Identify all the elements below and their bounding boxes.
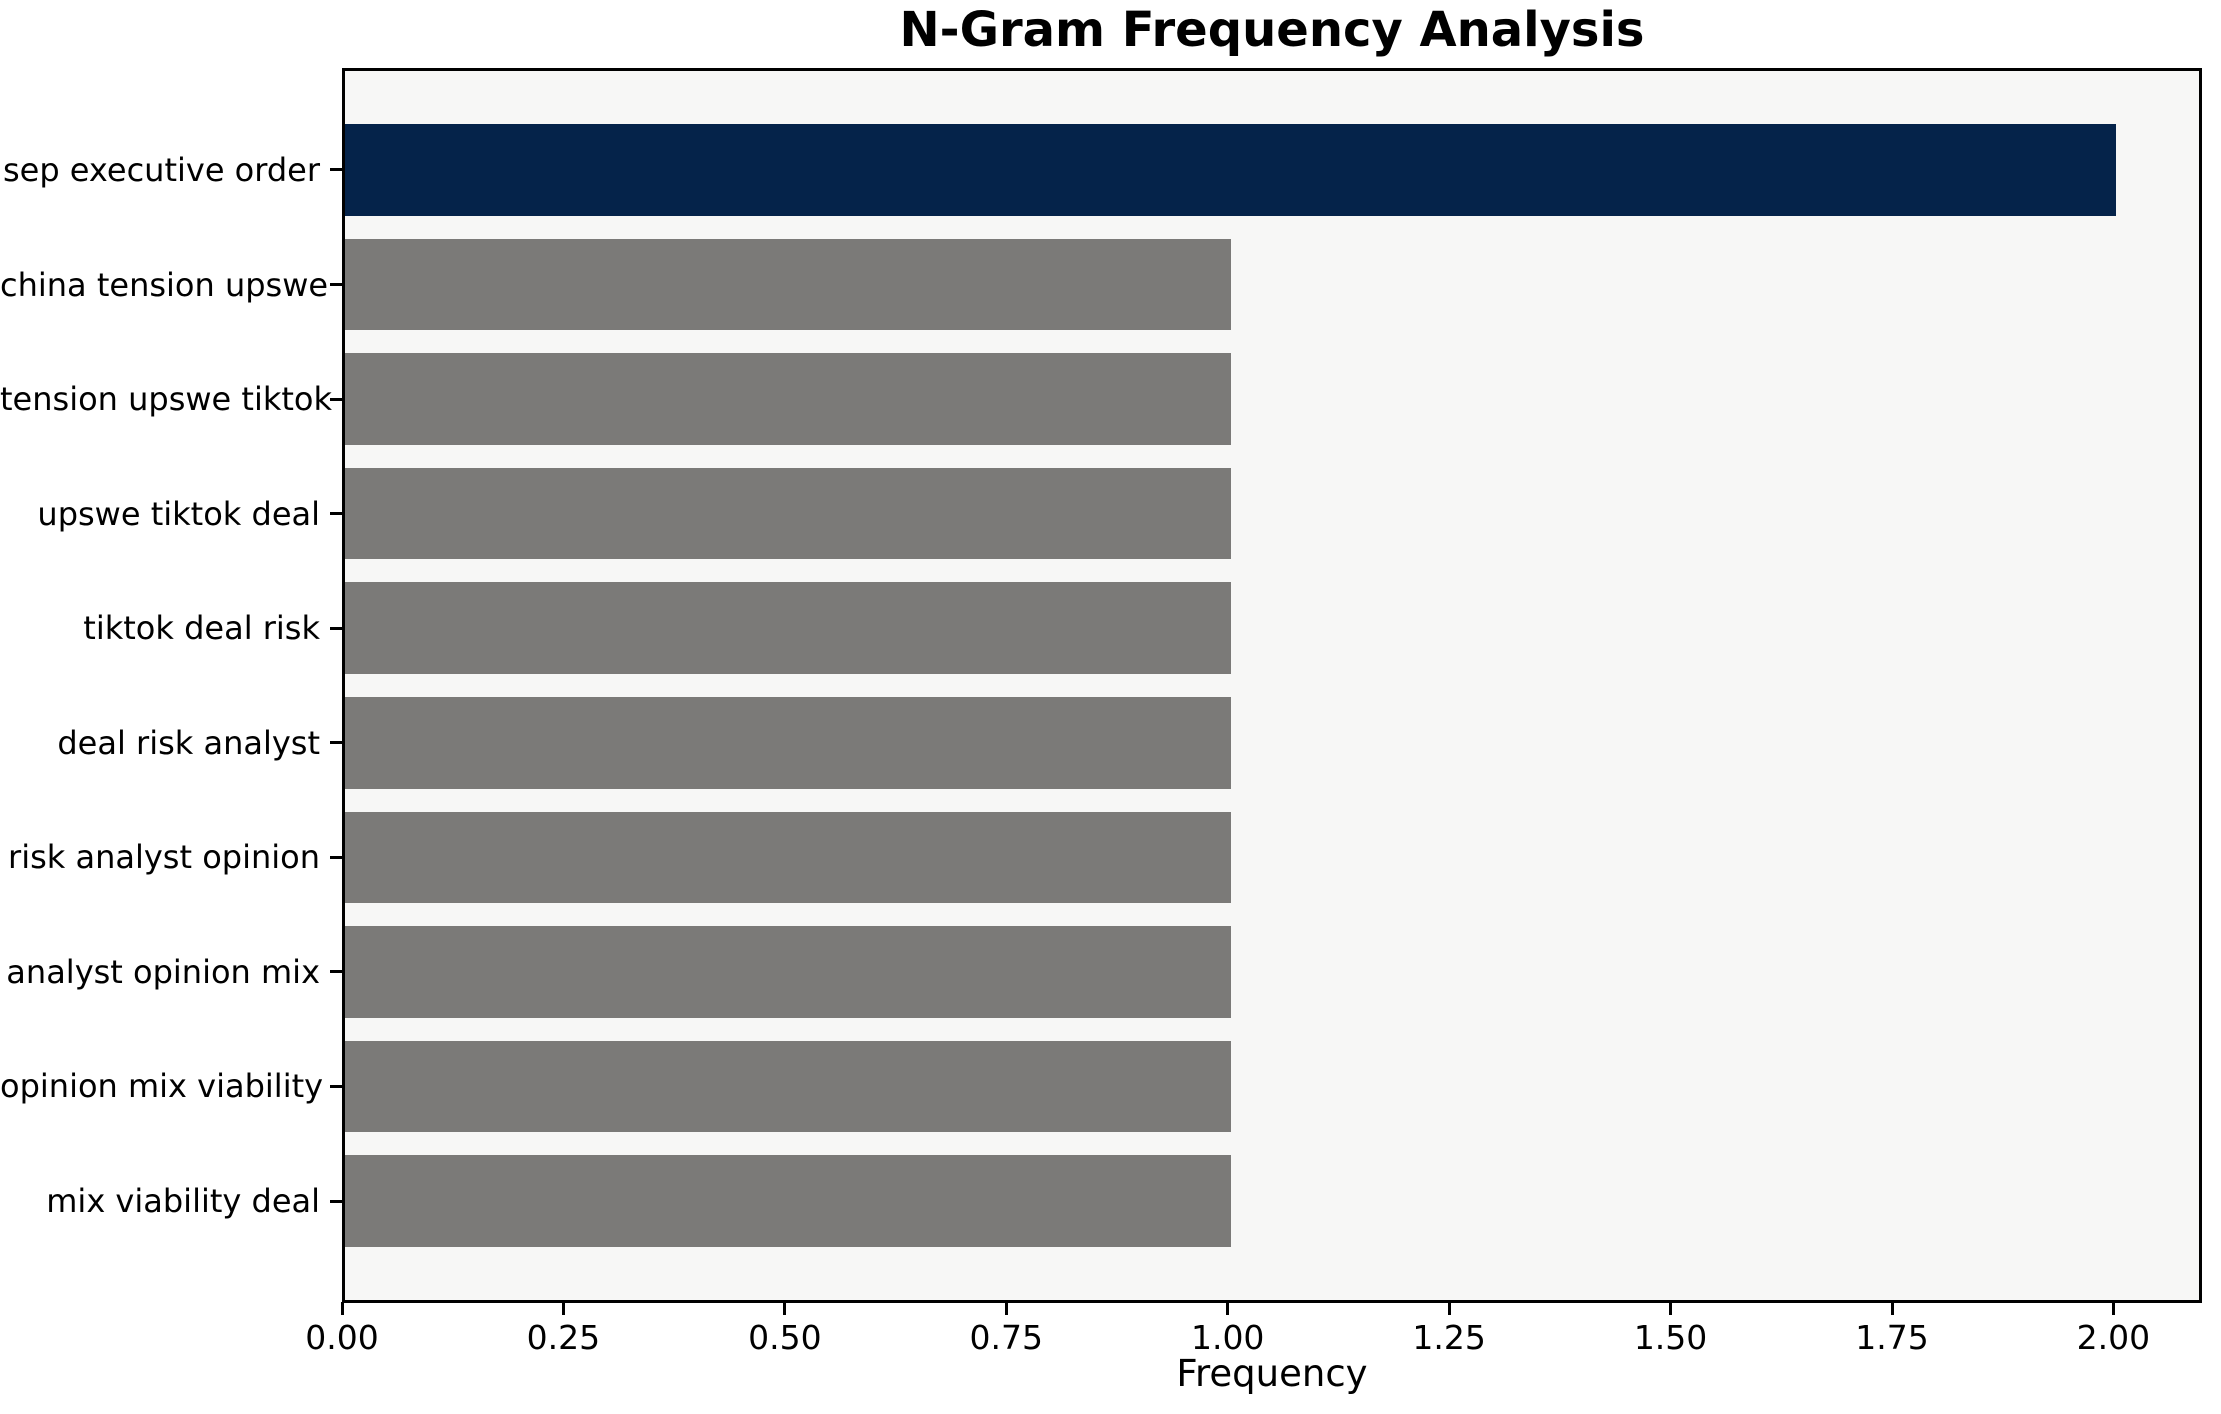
x-tick-label: 0.75 (969, 1318, 1044, 1357)
x-tick-mark (2111, 1302, 2115, 1315)
x-tick-label: 0.25 (526, 1318, 601, 1357)
x-tick-label: 0.00 (305, 1318, 379, 1357)
y-tick-label: opinion mix viability (0, 1067, 324, 1106)
y-tick-label: mix viability deal (46, 1182, 320, 1221)
y-tick-mark (330, 1199, 342, 1203)
y-tick-label: sep executive order (2, 150, 320, 189)
bar-deal-risk-analyst (345, 696, 1231, 789)
y-tick-label: upswe tiktok deal (37, 494, 320, 533)
y-tick-label: tension upswe tiktok (0, 380, 333, 419)
bar-sep-executive-order (345, 124, 2117, 216)
bar-opinion-mix-viability (345, 1040, 1231, 1133)
y-tick-label: china tension upswe (0, 265, 329, 304)
y-tick-mark (330, 1084, 342, 1088)
y-tick-mark (330, 397, 342, 401)
x-tick-label: 1.75 (1855, 1318, 1929, 1357)
bar-tension-upswe-tiktok (345, 353, 1231, 445)
x-axis-title: Frequency (1176, 1352, 1368, 1395)
x-tick-mark (1447, 1302, 1451, 1315)
plot-area (342, 68, 2202, 1303)
x-tick-label: 2.00 (2076, 1318, 2151, 1357)
x-tick-mark (1004, 1302, 1008, 1315)
x-tick-label: 0.50 (748, 1318, 822, 1357)
y-tick-mark (330, 741, 342, 745)
x-tick-mark (340, 1302, 344, 1315)
x-tick-mark (1669, 1302, 1673, 1315)
x-tick-label: 1.25 (1412, 1318, 1486, 1357)
y-tick-label: risk analyst opinion (8, 838, 320, 877)
bar-mix-viability-deal (345, 1155, 1231, 1247)
x-tick-mark (561, 1302, 565, 1315)
bar-tiktok-deal-risk (345, 582, 1231, 675)
y-tick-mark (330, 168, 342, 172)
bar-analyst-opinion-mix (345, 926, 1231, 1018)
y-tick-label: tiktok deal risk (83, 609, 320, 648)
bars-container (345, 71, 2199, 1300)
y-tick-label: analyst opinion mix (6, 952, 320, 991)
y-tick-mark (330, 283, 342, 287)
x-tick-label: 1.00 (1190, 1318, 1265, 1357)
x-tick-mark (1890, 1302, 1894, 1315)
y-tick-mark (330, 512, 342, 516)
y-tick-mark (330, 626, 342, 630)
bar-risk-analyst-opinion (345, 811, 1231, 904)
x-tick-label: 1.50 (1633, 1318, 1708, 1357)
chart-title: N-Gram Frequency Analysis (899, 2, 1645, 58)
bar-china-tension-upswe (345, 238, 1231, 331)
y-tick-mark (330, 855, 342, 859)
y-tick-label: deal risk analyst (57, 723, 320, 762)
x-tick-mark (783, 1302, 787, 1315)
x-tick-mark (1226, 1302, 1230, 1315)
bar-upswe-tiktok-deal (345, 467, 1231, 560)
y-tick-mark (330, 970, 342, 974)
